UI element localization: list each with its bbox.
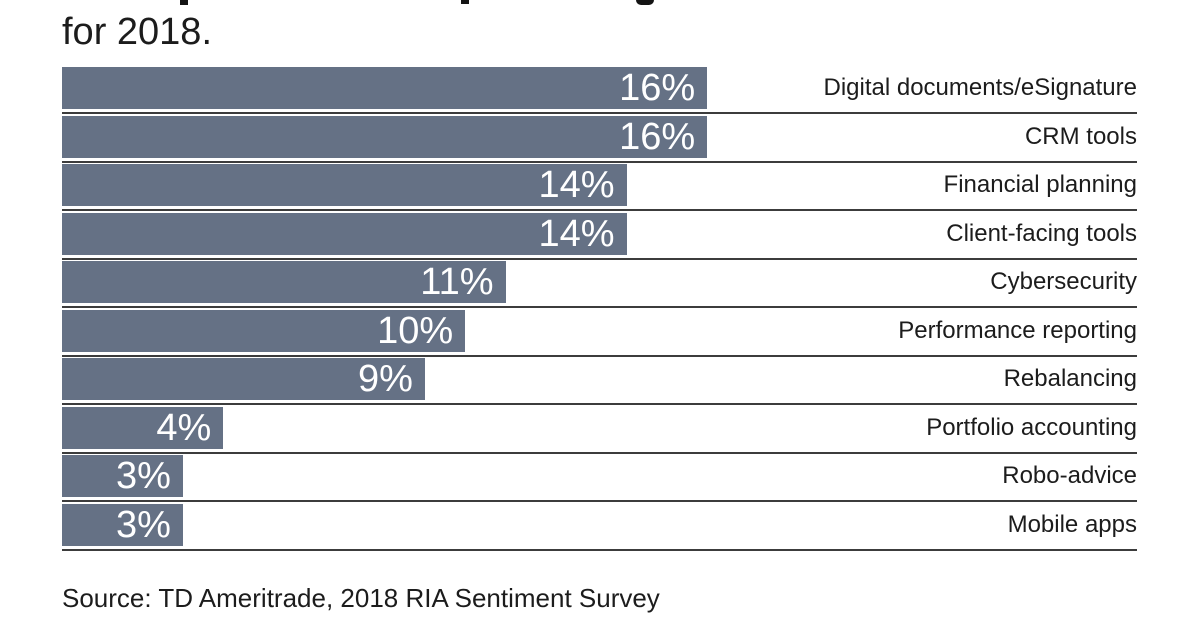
bar: 4% bbox=[62, 406, 224, 449]
row-separator bbox=[62, 112, 1137, 114]
clipped-text-fragment bbox=[180, 0, 188, 5]
bar-chart: 16% Digital documents/eSignature 16% CRM to… bbox=[62, 67, 1137, 552]
chart-row: 9% Rebalancing bbox=[62, 358, 1137, 407]
bar: 9% bbox=[62, 358, 425, 400]
bar: 14% bbox=[62, 212, 627, 255]
row-separator bbox=[62, 451, 1137, 454]
category-label: Financial planning bbox=[943, 171, 1137, 198]
chart-row: 10% Performance reporting bbox=[62, 309, 1137, 359]
bar-value-label: 14% bbox=[538, 164, 615, 206]
clipped-text-fragment bbox=[461, 0, 469, 4]
category-label: Cybersecurity bbox=[990, 268, 1137, 295]
row-separator bbox=[62, 500, 1137, 502]
category-label: Portfolio accounting bbox=[926, 413, 1137, 441]
chart-row: 3% Robo-advice bbox=[62, 455, 1137, 504]
row-separator bbox=[62, 354, 1137, 357]
category-label: Robo-advice bbox=[1002, 462, 1137, 489]
row-separator bbox=[62, 209, 1137, 211]
bar: 3% bbox=[62, 455, 183, 497]
chart-title-line: for 2018. bbox=[62, 11, 212, 53]
row-separator bbox=[62, 548, 1137, 551]
row-separator bbox=[62, 403, 1137, 405]
category-label: Mobile apps bbox=[1007, 510, 1137, 538]
bar: 10% bbox=[62, 309, 466, 352]
bar: 16% bbox=[62, 67, 708, 109]
bar-value-label: 9% bbox=[357, 358, 413, 400]
bar-value-label: 14% bbox=[538, 212, 615, 255]
row-separator bbox=[62, 257, 1137, 260]
bar-value-label: 3% bbox=[116, 503, 171, 546]
category-label: Rebalancing bbox=[1003, 365, 1137, 392]
bar-value-label: 3% bbox=[116, 455, 171, 497]
chart-row: 3% Mobile apps bbox=[62, 503, 1137, 553]
bar-value-label: 10% bbox=[377, 309, 454, 352]
row-separator bbox=[62, 160, 1137, 163]
bar: 14% bbox=[62, 164, 627, 206]
chart-row: 14% Financial planning bbox=[62, 164, 1137, 213]
bar-value-label: 16% bbox=[619, 115, 696, 158]
row-separator bbox=[62, 306, 1137, 308]
category-label: Client-facing tools bbox=[946, 219, 1137, 247]
chart-row: 4% Portfolio accounting bbox=[62, 406, 1137, 456]
bar-value-label: 16% bbox=[619, 67, 696, 109]
category-label: Performance reporting bbox=[898, 316, 1137, 344]
bar: 11% bbox=[62, 261, 506, 303]
bar: 16% bbox=[62, 115, 708, 158]
clipped-text-fragment bbox=[636, 0, 654, 5]
chart-row: 16% Digital documents/eSignature bbox=[62, 67, 1137, 116]
category-label: CRM tools bbox=[1024, 122, 1137, 150]
bar: 3% bbox=[62, 503, 183, 546]
chart-row: 14% Client-facing tools bbox=[62, 212, 1137, 262]
bar-value-label: 4% bbox=[156, 406, 212, 449]
chart-row: 11% Cybersecurity bbox=[62, 261, 1137, 310]
source-attribution: Source: TD Ameritrade, 2018 RIA Sentimen… bbox=[62, 583, 660, 613]
bar-value-label: 11% bbox=[420, 261, 494, 303]
chart-row: 16% CRM tools bbox=[62, 115, 1137, 165]
category-label: Digital documents/eSignature bbox=[823, 74, 1137, 101]
